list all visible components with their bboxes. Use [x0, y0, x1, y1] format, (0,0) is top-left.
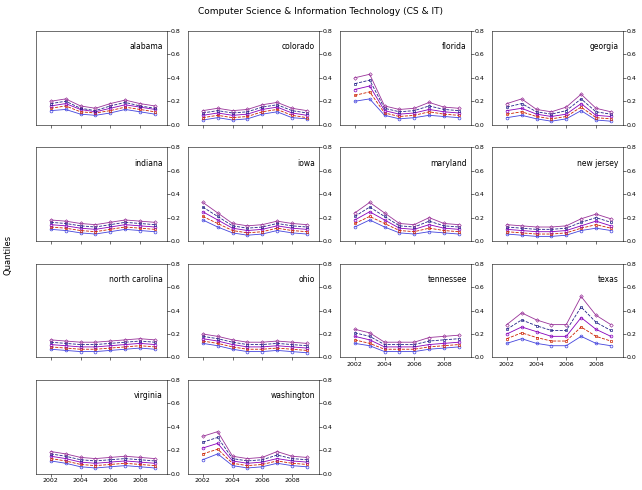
Text: new jersey: new jersey [577, 158, 619, 168]
Text: tennessee: tennessee [428, 275, 467, 284]
Text: washington: washington [270, 391, 315, 400]
Text: north carolina: north carolina [109, 275, 163, 284]
Text: Computer Science & Information Technology (CS & IT): Computer Science & Information Technolog… [198, 7, 444, 16]
Text: maryland: maryland [430, 158, 467, 168]
Text: iowa: iowa [297, 158, 315, 168]
Text: ohio: ohio [299, 275, 315, 284]
Text: georgia: georgia [590, 42, 619, 51]
Text: indiana: indiana [134, 158, 163, 168]
Text: Quantiles: Quantiles [3, 235, 12, 275]
Text: alabama: alabama [129, 42, 163, 51]
Text: texas: texas [598, 275, 619, 284]
Text: virginia: virginia [134, 391, 163, 400]
Text: colorado: colorado [282, 42, 315, 51]
Text: florida: florida [442, 42, 467, 51]
